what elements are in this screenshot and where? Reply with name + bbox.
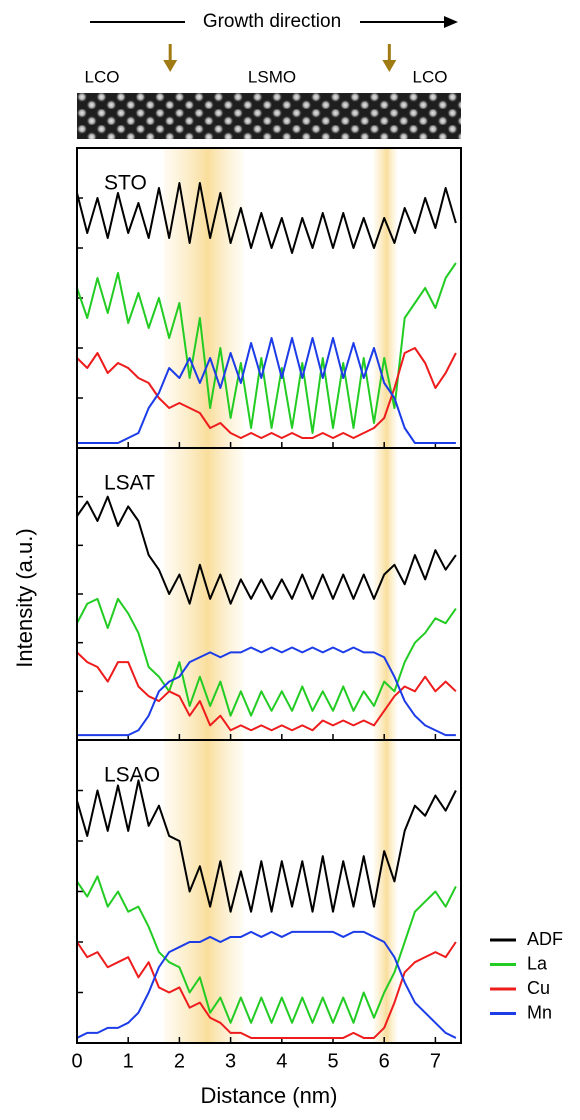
legend-label: ADF (527, 929, 563, 949)
profile-line (76, 930, 457, 1039)
legend-label: La (527, 953, 548, 973)
legend-label: Mn (527, 1002, 552, 1022)
interface-arrow-head (163, 60, 178, 72)
layer-label: LCO (413, 67, 448, 86)
highlight-band (164, 148, 244, 1043)
x-tick-label: 2 (174, 1050, 185, 1072)
profile-line (76, 779, 457, 913)
x-tick-label: 5 (327, 1050, 338, 1072)
growth-label: Growth direction (203, 11, 341, 32)
panel-label: LSAO (104, 764, 160, 787)
x-tick-label: 7 (430, 1050, 441, 1072)
profile-line (76, 495, 457, 605)
layer-label: LCO (85, 67, 120, 86)
stem-image-atoms (77, 93, 461, 139)
x-tick-label: 0 (71, 1050, 82, 1072)
x-tick-label: 4 (276, 1050, 287, 1072)
profile-line (76, 597, 457, 717)
profile-line (77, 646, 456, 737)
profile-line (76, 651, 457, 732)
x-tick-label: 3 (225, 1050, 236, 1072)
y-axis-label: Intensity (a.u.) (12, 528, 37, 667)
profile-line (76, 941, 457, 1039)
panel-label: STO (104, 172, 147, 195)
profile-line (76, 182, 457, 254)
panel-label: LSAT (104, 472, 155, 495)
profile-line (77, 337, 456, 444)
growth-arrow-head (444, 16, 458, 28)
x-axis-label: Distance (nm) (201, 1083, 338, 1108)
x-tick-label: 1 (123, 1050, 134, 1072)
highlight-band (373, 148, 397, 1043)
layer-label: LSMO (248, 67, 296, 86)
panel-frame (76, 739, 462, 1044)
profile-line (76, 262, 457, 434)
x-tick-label: 6 (379, 1050, 390, 1072)
interface-arrow-head (382, 60, 397, 72)
profile-line (76, 347, 457, 439)
profile-line (76, 875, 457, 1024)
legend-label: Cu (527, 978, 550, 998)
